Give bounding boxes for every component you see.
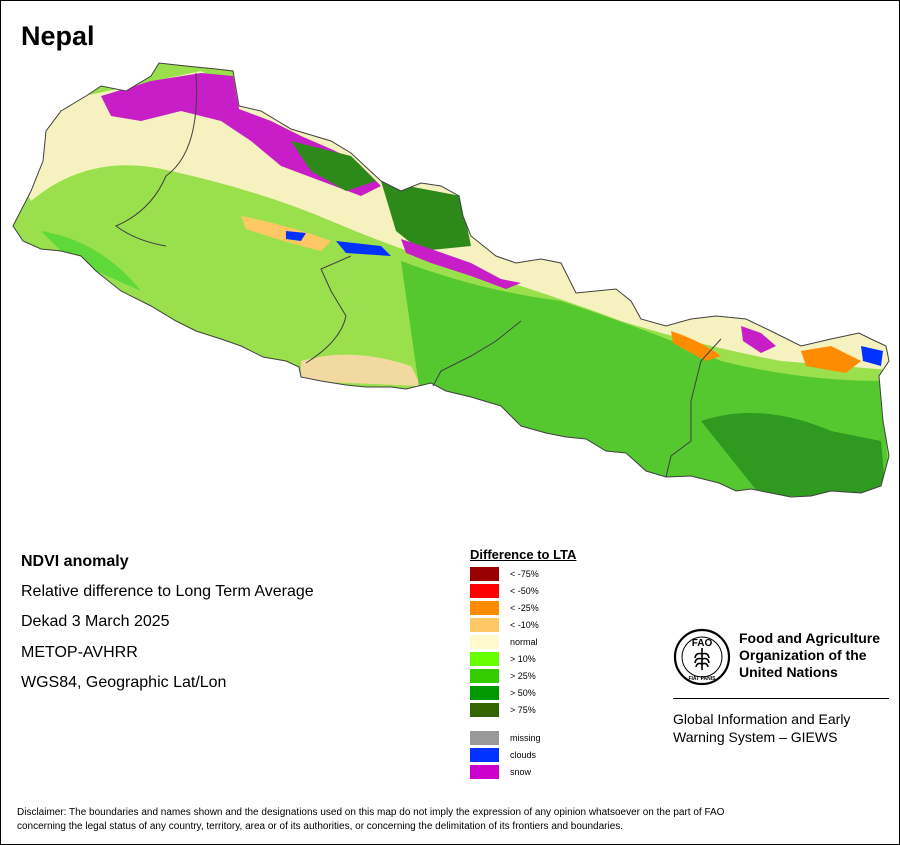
- legend-label: > 10%: [510, 654, 536, 664]
- province-boundary-east: [665, 338, 722, 478]
- fao-name: Food and Agriculture Organization of the…: [739, 630, 899, 681]
- vegetation-loss-east: [671, 331, 721, 361]
- legend-item: > 25%: [470, 669, 536, 683]
- legend-swatch: [470, 601, 499, 615]
- map-title: Nepal: [21, 21, 95, 51]
- clouds-patch-northeast: [861, 346, 883, 366]
- ndvi-anomaly-map: [12, 62, 890, 498]
- giews-name-line: Warning System – GIEWS: [673, 729, 838, 745]
- legend-swatch: [470, 703, 499, 717]
- fao-divider: [673, 698, 889, 699]
- province-boundary-central: [432, 320, 522, 387]
- fao-logo-icon: FAO FIAT PANIS: [673, 628, 731, 686]
- legend-swatch: [470, 669, 499, 683]
- legend-label: < -75%: [510, 569, 539, 579]
- info-subtitle: Relative difference to Long Term Average: [21, 583, 314, 600]
- legend-swatch: [470, 584, 499, 598]
- legend-item: < -75%: [470, 567, 539, 581]
- legend-swatch: [470, 686, 499, 700]
- legend-label: < -25%: [510, 603, 539, 613]
- legend-label: < -50%: [510, 586, 539, 596]
- legend-swatch: [470, 618, 499, 632]
- legend-label: < -10%: [510, 620, 539, 630]
- snow-zone-east: [741, 326, 776, 353]
- province-boundary-far-west: [115, 72, 198, 247]
- legend-item: > 75%: [470, 703, 536, 717]
- legend-item: < -50%: [470, 584, 539, 598]
- legend-item: < -25%: [470, 601, 539, 615]
- disclaimer: Disclaimer: The boundaries and names sho…: [17, 806, 887, 834]
- disclaimer-line: Disclaimer: The boundaries and names sho…: [17, 807, 725, 818]
- legend-label: > 25%: [510, 671, 536, 681]
- legend-swatch: [470, 567, 499, 581]
- legend-swatch: [470, 731, 499, 745]
- vegetation-gain-west: [41, 231, 141, 291]
- snow-zone-central: [401, 239, 521, 289]
- info-title: NDVI anomaly: [21, 553, 129, 570]
- info-period: Dekad 3 March 2025: [21, 613, 170, 630]
- legend-item: snow: [470, 765, 531, 779]
- clouds-patch-west: [286, 231, 306, 241]
- legend-item: > 50%: [470, 686, 536, 700]
- legend-swatch: [470, 765, 499, 779]
- legend-swatch: [470, 635, 499, 649]
- legend-label: snow: [510, 767, 532, 777]
- info-projection: WGS84, Geographic Lat/Lon: [21, 674, 227, 691]
- legend-label: clouds: [510, 750, 537, 760]
- clouds-patch-central: [336, 241, 391, 256]
- legend-swatch: [470, 748, 499, 762]
- province-boundary-west: [305, 255, 352, 364]
- legend-title: Difference to LTA: [470, 547, 577, 562]
- legend-label: missing: [510, 733, 541, 743]
- legend-item: clouds: [470, 748, 536, 762]
- vegetation-loss-northeast: [801, 346, 861, 373]
- legend-label: > 50%: [510, 688, 536, 698]
- info-sensor: METOP-AVHRR: [21, 644, 138, 661]
- fao-name-line: Food and Agriculture: [739, 630, 881, 646]
- province-boundaries: [115, 72, 722, 478]
- giews-name-line: Global Information and Early: [673, 711, 851, 727]
- legend-item: < -10%: [470, 618, 539, 632]
- ndvi-anomaly-raster: [13, 63, 889, 497]
- legend-label: > 75%: [510, 705, 536, 715]
- normal-zone-south: [301, 354, 421, 386]
- legend-label: normal: [510, 637, 538, 647]
- giews-name: Global Information and Early Warning Sys…: [673, 710, 889, 746]
- forest-gain-north: [291, 141, 376, 191]
- legend-item: normal: [470, 635, 538, 649]
- strong-vegetation-gain-east: [701, 413, 886, 496]
- strong-vegetation-gain-zone: [381, 181, 471, 251]
- nepal-country-outline: [12, 62, 890, 498]
- disclaimer-line: concerning the legal status of any count…: [17, 821, 624, 832]
- fao-logo-letters: FAO: [692, 638, 713, 649]
- legend-item: missing: [470, 731, 541, 745]
- legend-swatch: [470, 652, 499, 666]
- fao-logo-motto: FIAT PANIS: [688, 676, 716, 682]
- legend-item: > 10%: [470, 652, 536, 666]
- fao-name-line: United Nations: [739, 664, 838, 680]
- fao-name-line: Organization of the: [739, 647, 867, 663]
